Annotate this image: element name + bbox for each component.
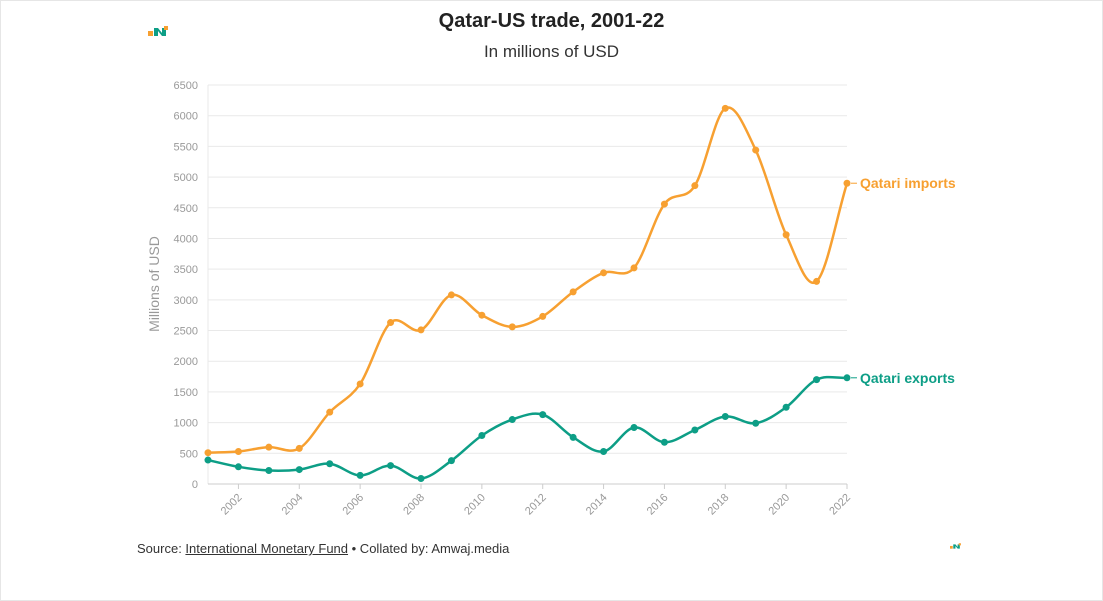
y-tick-label: 4500 — [174, 203, 198, 215]
series-qatari-exports: Qatari exports — [204, 370, 955, 482]
qatari-imports-point[interactable] — [752, 146, 760, 154]
y-tick-label: 3000 — [174, 295, 198, 307]
qatari-imports-line — [207, 106, 849, 454]
series-qatari-imports: Qatari imports — [204, 104, 956, 457]
source-prefix: Source: — [137, 541, 186, 556]
qatari-exports-point[interactable] — [843, 374, 851, 382]
qatari-imports-point[interactable] — [265, 443, 273, 451]
y-tick-label: 5500 — [174, 141, 198, 153]
qatari-imports-point[interactable] — [843, 179, 851, 187]
qatari-imports-point[interactable] — [295, 444, 303, 452]
y-tick-label: 0 — [192, 479, 198, 491]
qatari-exports-point[interactable] — [234, 463, 242, 471]
y-tick-label: 1000 — [174, 418, 198, 430]
qatari-exports-point[interactable] — [356, 471, 364, 479]
qatari-imports-point[interactable] — [387, 319, 395, 327]
qatari-exports-point[interactable] — [508, 416, 516, 424]
qatari-exports-point[interactable] — [417, 474, 425, 482]
source-link[interactable]: International Monetary Fund — [185, 541, 349, 556]
qatari-exports-point[interactable] — [691, 426, 699, 434]
qatari-imports-point[interactable] — [813, 277, 821, 285]
qatari-imports-point[interactable] — [600, 269, 608, 277]
qatari-imports-point[interactable] — [508, 323, 516, 331]
source-footer: Source: International Monetary Fund • Co… — [137, 541, 509, 556]
y-tick-label: 5000 — [174, 172, 198, 184]
qatari-imports-point[interactable] — [660, 200, 668, 208]
amwaj-logo-icon — [148, 26, 168, 36]
qatari-imports-point[interactable] — [721, 104, 729, 112]
qatari-imports-point[interactable] — [417, 326, 425, 334]
qatari-exports-line — [207, 375, 848, 480]
x-tick-label: 2008 — [401, 492, 427, 518]
qatari-exports-label: Qatari exports — [860, 370, 955, 386]
y-tick-label: 4000 — [174, 233, 198, 245]
qatari-exports-point[interactable] — [265, 466, 273, 474]
qatari-imports-point[interactable] — [569, 288, 577, 296]
chart-subtitle: In millions of USD — [483, 42, 620, 61]
qatari-imports-point[interactable] — [630, 264, 638, 272]
qatari-exports-point[interactable] — [721, 412, 729, 420]
qatari-exports-point[interactable] — [630, 424, 638, 432]
qatari-imports-label: Qatari imports — [860, 175, 956, 191]
qatari-imports-point[interactable] — [539, 312, 547, 320]
series: Qatari imports Qatari exports — [204, 104, 956, 482]
qatari-exports-point[interactable] — [387, 462, 395, 470]
y-tick-label: 2000 — [174, 356, 198, 368]
y-tick-label: 2500 — [174, 326, 198, 338]
qatari-imports-point[interactable] — [478, 311, 486, 319]
x-tick-label: 2014 — [584, 492, 610, 518]
y-tick-label: 500 — [180, 448, 198, 460]
y-tick-label: 1500 — [174, 387, 198, 399]
qatari-imports-point[interactable] — [782, 231, 790, 239]
x-tick-label: 2016 — [645, 492, 671, 518]
qatari-exports-point[interactable] — [447, 457, 455, 465]
qatari-exports-point[interactable] — [539, 411, 547, 419]
x-tick-label: 2002 — [219, 492, 245, 518]
y-tick-label: 6500 — [174, 80, 198, 92]
qatari-imports-point[interactable] — [204, 449, 212, 457]
x-tick-label: 2012 — [523, 492, 549, 518]
qatari-exports-point[interactable] — [478, 432, 486, 440]
qatari-exports-point[interactable] — [569, 433, 577, 441]
x-tick-label: 2020 — [766, 492, 792, 518]
qatari-imports-point[interactable] — [234, 447, 242, 455]
chart-title: Qatar-US trade, 2001-22 — [438, 10, 665, 32]
x-tick-label: 2006 — [340, 492, 366, 518]
qatari-exports-point[interactable] — [326, 460, 334, 468]
y-tick-label: 6000 — [174, 111, 198, 123]
qatari-imports-point[interactable] — [326, 408, 334, 416]
x-tick-label: 2010 — [462, 492, 488, 518]
qatari-exports-point[interactable] — [600, 447, 608, 455]
qatari-imports-point[interactable] — [691, 182, 699, 190]
qatari-exports-point[interactable] — [782, 403, 790, 411]
qatari-exports-point[interactable] — [813, 376, 821, 384]
y-tick-label: 3500 — [174, 264, 198, 276]
x-tick-label: 2018 — [706, 492, 732, 518]
qatari-exports-point[interactable] — [660, 438, 668, 446]
collated-by: • Collated by: Amwaj.media — [348, 541, 510, 556]
qatari-exports-point[interactable] — [295, 466, 303, 474]
qatari-imports-point[interactable] — [447, 291, 455, 299]
qatari-exports-point[interactable] — [204, 456, 212, 464]
y-axis: 0 500 1000 1500 2000 2500 3000 3500 4000 4500 5000… — [174, 80, 198, 491]
qatari-imports-point[interactable] — [356, 380, 364, 388]
y-axis-label: Millions of USD — [146, 236, 162, 332]
amwaj-footer-logo-icon — [950, 543, 961, 549]
x-tick-label: 2004 — [280, 492, 306, 518]
x-tick-label: 2022 — [827, 492, 853, 518]
x-axis: 2002 2004 2006 2008 2010 2012 2014 2016 2018 2020… — [208, 483, 853, 518]
qatari-exports-point[interactable] — [752, 419, 760, 427]
